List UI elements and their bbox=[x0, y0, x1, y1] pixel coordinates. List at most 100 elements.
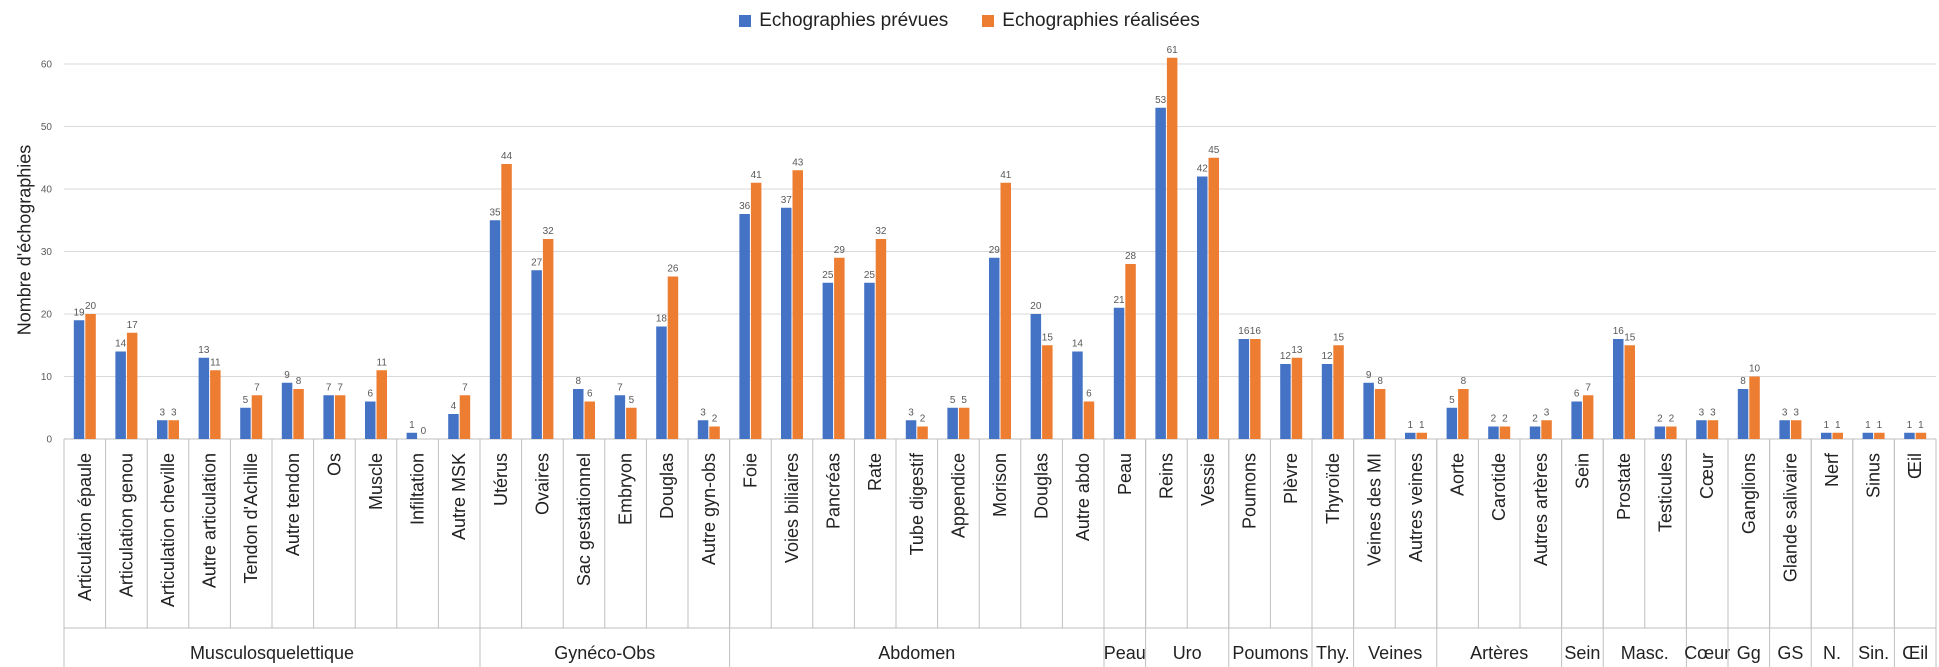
bar-planned bbox=[905, 420, 917, 439]
bar-done bbox=[667, 276, 679, 439]
bar-done bbox=[1458, 389, 1469, 439]
value-label-planned: 2 bbox=[1491, 414, 1497, 425]
bar-planned bbox=[1654, 426, 1666, 439]
bar-planned bbox=[1821, 432, 1832, 439]
bar-done bbox=[1541, 420, 1552, 439]
value-label-done: 7 bbox=[462, 382, 468, 393]
bar-done bbox=[1790, 420, 1802, 439]
value-label-planned: 3 bbox=[908, 407, 914, 418]
bar-done bbox=[1125, 264, 1136, 439]
category-label: Poumons bbox=[1240, 453, 1260, 529]
bar-planned bbox=[240, 407, 251, 439]
value-label-planned: 8 bbox=[575, 376, 581, 387]
value-label-planned: 4 bbox=[451, 401, 457, 412]
legend-label-done: Echographies réalisées bbox=[1002, 10, 1200, 31]
bar-planned bbox=[1529, 426, 1541, 439]
bar-done bbox=[626, 407, 637, 439]
bar-planned bbox=[406, 432, 418, 439]
bar-planned bbox=[1571, 401, 1582, 439]
group-label: Peau bbox=[1104, 643, 1146, 663]
value-label-planned: 21 bbox=[1113, 295, 1125, 306]
value-label-done: 5 bbox=[629, 395, 635, 406]
value-label-planned: 3 bbox=[1782, 407, 1788, 418]
value-label-planned: 7 bbox=[326, 382, 332, 393]
category-label: Rate bbox=[865, 453, 885, 491]
legend-swatch-planned bbox=[739, 15, 752, 27]
bar-done bbox=[1208, 157, 1219, 439]
category-label: Infiltation bbox=[408, 453, 428, 525]
value-label-done: 32 bbox=[543, 226, 555, 237]
bar-done bbox=[1416, 432, 1427, 439]
category-label: Autre articulation bbox=[200, 453, 220, 588]
value-label-done: 7 bbox=[1585, 382, 1591, 393]
category-label: Embryon bbox=[616, 453, 636, 525]
category-label: Ganglions bbox=[1739, 453, 1759, 534]
value-label-done: 3 bbox=[1793, 407, 1799, 418]
value-label-done: 32 bbox=[875, 226, 887, 237]
value-label-planned: 1 bbox=[1907, 420, 1913, 431]
legend-item-done[interactable]: Echographies réalisées bbox=[982, 10, 1200, 32]
value-label-done: 2 bbox=[712, 414, 718, 425]
category-label: Ovaires bbox=[532, 453, 552, 515]
bar-done bbox=[1042, 345, 1053, 439]
value-label-done: 11 bbox=[210, 357, 221, 368]
value-label-done: 45 bbox=[1208, 145, 1220, 156]
value-label-planned: 53 bbox=[1155, 95, 1167, 106]
category-label: Autres artères bbox=[1531, 453, 1551, 566]
group-label: Cœur bbox=[1684, 643, 1730, 663]
category-label: Douglas bbox=[1032, 453, 1052, 519]
category-label: Voies biliaires bbox=[782, 453, 802, 563]
group-label: Musculosquelettique bbox=[190, 643, 354, 663]
bar-done bbox=[1000, 182, 1011, 439]
chart-legend: Echographies prévues Echographies réalis… bbox=[0, 10, 1939, 32]
bar-done bbox=[334, 395, 346, 439]
legend-item-planned[interactable]: Echographies prévues bbox=[739, 10, 948, 32]
value-label-done: 13 bbox=[1291, 345, 1303, 356]
group-label: Sein bbox=[1564, 643, 1600, 663]
bar-done bbox=[1666, 426, 1677, 439]
value-label-planned: 27 bbox=[531, 257, 543, 268]
value-label-planned: 19 bbox=[73, 307, 85, 318]
value-label-planned: 1 bbox=[1865, 420, 1871, 431]
bar-planned bbox=[115, 351, 126, 439]
y-tick-label-0: 0 bbox=[46, 435, 52, 446]
category-label: Œil bbox=[1905, 453, 1925, 479]
value-label-planned: 3 bbox=[1699, 407, 1705, 418]
bar-planned bbox=[1737, 389, 1749, 439]
category-label: Utérus bbox=[491, 453, 511, 506]
bar-done bbox=[958, 407, 970, 439]
value-label-planned: 16 bbox=[1238, 326, 1250, 337]
bar-done bbox=[1624, 345, 1635, 439]
bar-done bbox=[834, 257, 845, 439]
bar-planned bbox=[1862, 432, 1874, 439]
bar-done bbox=[1749, 376, 1760, 439]
y-tick-label-50: 50 bbox=[41, 122, 53, 133]
bar-done bbox=[459, 395, 471, 439]
value-label-done: 15 bbox=[1042, 332, 1054, 343]
value-label-planned: 18 bbox=[656, 314, 668, 325]
value-label-planned: 1 bbox=[409, 420, 415, 431]
value-label-done: 2 bbox=[920, 414, 926, 425]
value-label-done: 1 bbox=[1835, 420, 1841, 431]
group-label: Œil bbox=[1902, 643, 1928, 663]
bar-planned bbox=[281, 382, 293, 439]
bar-planned bbox=[656, 326, 667, 439]
group-label: GS bbox=[1777, 643, 1803, 663]
value-label-done: 28 bbox=[1125, 251, 1137, 262]
bar-planned bbox=[1363, 382, 1374, 439]
group-label: Poumons bbox=[1232, 643, 1308, 663]
value-label-done: 17 bbox=[127, 320, 139, 331]
category-label: Muscle bbox=[366, 453, 386, 510]
value-label-done: 10 bbox=[1749, 364, 1761, 375]
value-label-planned: 9 bbox=[1366, 370, 1372, 381]
category-label: Autre MSK bbox=[449, 453, 469, 540]
bar-planned bbox=[614, 395, 626, 439]
bar-done bbox=[1333, 345, 1344, 439]
value-label-done: 1 bbox=[1419, 420, 1425, 431]
bar-done bbox=[750, 182, 762, 439]
group-label: Artères bbox=[1470, 643, 1528, 663]
bar-planned bbox=[1446, 407, 1458, 439]
bar-done bbox=[126, 332, 138, 439]
category-label: Autre abdo bbox=[1073, 453, 1093, 541]
value-label-planned: 3 bbox=[700, 407, 706, 418]
